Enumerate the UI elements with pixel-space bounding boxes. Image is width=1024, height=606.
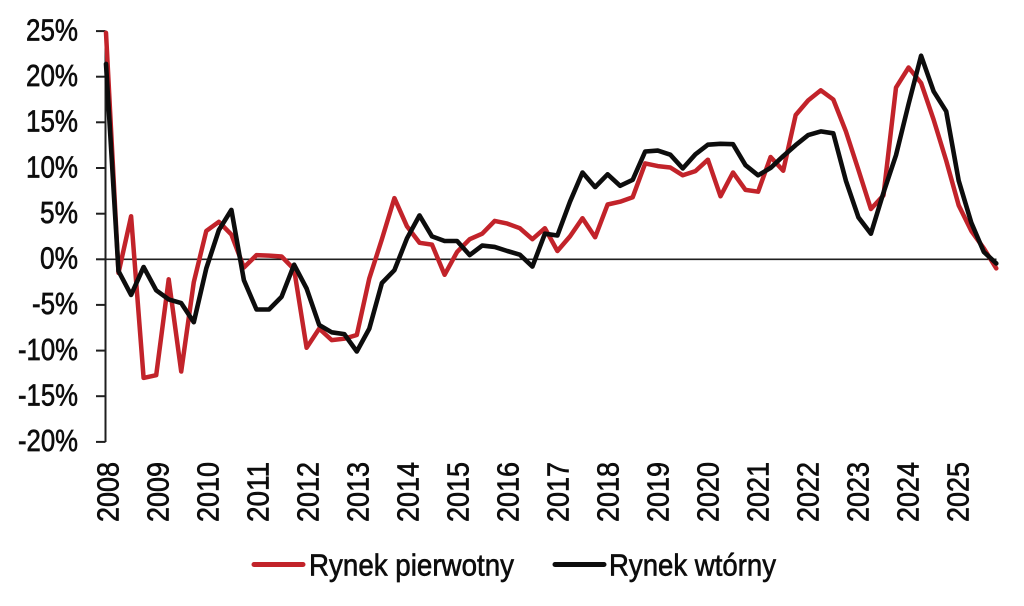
- svg-text:2013: 2013: [341, 462, 376, 522]
- svg-text:2015: 2015: [441, 462, 476, 522]
- svg-text:2008: 2008: [91, 462, 126, 522]
- svg-text:Rynek wtórny: Rynek wtórny: [609, 548, 776, 583]
- svg-text:-10%: -10%: [18, 332, 78, 367]
- svg-text:2020: 2020: [691, 462, 726, 522]
- svg-text:2012: 2012: [291, 462, 326, 522]
- svg-text:2009: 2009: [141, 462, 176, 522]
- svg-text:2024: 2024: [891, 462, 926, 522]
- svg-text:2025: 2025: [941, 462, 976, 522]
- svg-text:2011: 2011: [241, 462, 276, 522]
- svg-text:2010: 2010: [191, 462, 226, 522]
- svg-text:2016: 2016: [491, 462, 526, 522]
- svg-text:-5%: -5%: [32, 286, 78, 321]
- svg-text:-15%: -15%: [18, 378, 78, 413]
- svg-text:0%: 0%: [40, 241, 78, 276]
- svg-text:25%: 25%: [26, 12, 78, 47]
- svg-text:Rynek pierwotny: Rynek pierwotny: [309, 548, 514, 583]
- svg-text:2021: 2021: [741, 462, 776, 522]
- svg-text:5%: 5%: [40, 195, 78, 230]
- svg-text:10%: 10%: [26, 149, 78, 184]
- svg-text:2023: 2023: [841, 462, 876, 522]
- svg-text:15%: 15%: [26, 104, 78, 139]
- svg-text:2014: 2014: [391, 462, 426, 522]
- svg-text:2018: 2018: [591, 462, 626, 522]
- svg-text:20%: 20%: [26, 58, 78, 93]
- svg-text:2017: 2017: [541, 462, 576, 522]
- svg-text:2019: 2019: [641, 462, 676, 522]
- svg-text:2022: 2022: [791, 462, 826, 522]
- svg-text:-20%: -20%: [18, 423, 78, 458]
